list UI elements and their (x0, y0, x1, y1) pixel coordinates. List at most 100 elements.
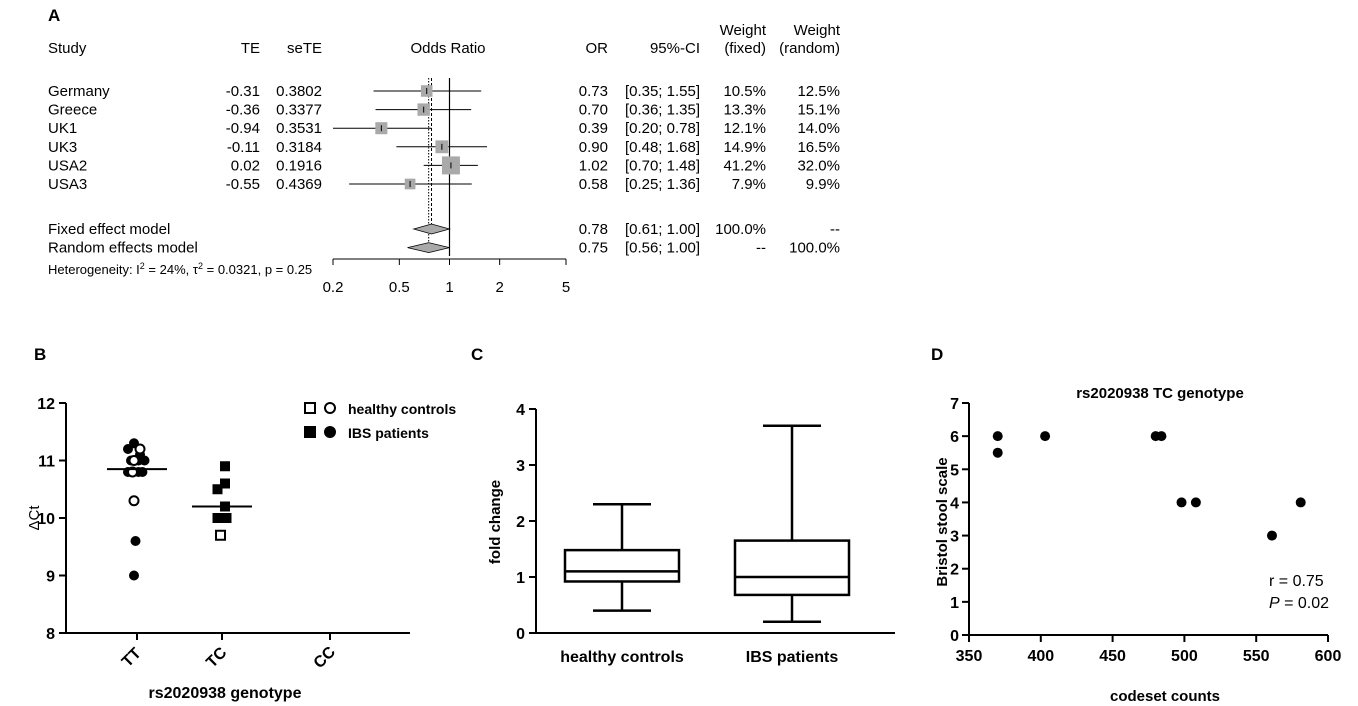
study-sete: 0.3531 (276, 120, 322, 137)
b-point-ibs (212, 513, 223, 523)
b-xlabel: rs2020938 genotype (149, 685, 302, 702)
c-ylabel: fold change (487, 480, 504, 564)
b-point-control (215, 529, 226, 541)
b-legend: healthy controls IBS patients (304, 401, 456, 441)
legend-filled-square-icon (304, 426, 316, 438)
forest-x-tick-label: 0.5 (389, 279, 410, 296)
header-weight-random-2: (random) (779, 40, 840, 57)
c-y-tick-label: 4 (516, 402, 525, 419)
study-te: -0.11 (227, 139, 260, 156)
study-weight-fixed: 14.9% (723, 139, 766, 156)
d-y-tick-label: 1 (950, 595, 959, 612)
summary-diamond (407, 242, 450, 254)
b-y-tick-label: 12 (37, 396, 55, 413)
header-te: TE (241, 40, 260, 57)
study-ci: [0.36; 1.35] (625, 102, 700, 119)
c-x-tick-label: healthy controls (560, 649, 684, 666)
study-or: 0.39 (579, 120, 608, 137)
study-weight-fixed: 13.3% (723, 102, 766, 119)
d-y-tick-label: 3 (950, 529, 959, 546)
legend-ibs-patients: IBS patients (348, 425, 429, 441)
study-or: 0.70 (579, 102, 608, 119)
d-y-tick-label: 7 (950, 396, 959, 413)
summary-ci: [0.56; 1.00] (625, 240, 700, 257)
forest-x-tick-label: 5 (562, 279, 570, 296)
d-point (1190, 497, 1201, 508)
study-ci: [0.70; 1.48] (625, 157, 700, 174)
forest-plot-panel: A Study TE seTE Odds Ratio OR 95%-CI Wei… (48, 6, 841, 296)
study-te: -0.31 (226, 83, 260, 100)
summary-diamond (412, 223, 451, 235)
panel-label-a: A (48, 6, 60, 25)
d-x-tick-label: 600 (1315, 648, 1342, 665)
study-te: 0.02 (231, 157, 260, 174)
study-ci: [0.20; 0.78] (625, 120, 700, 137)
study-name: UK3 (48, 139, 77, 156)
study-weight-random: 15.1% (797, 102, 840, 119)
b-point-ibs (139, 455, 150, 466)
summary-or: 0.75 (579, 240, 608, 257)
study-name: Greece (48, 102, 97, 119)
forest-x-tick-label: 0.2 (323, 279, 344, 296)
header-odds-ratio: Odds Ratio (410, 40, 485, 57)
c-y-tick-label: 1 (516, 570, 525, 587)
b-x-tick-label: TT (119, 645, 145, 671)
legend-healthy-controls: healthy controls (348, 401, 456, 417)
d-ylabel: Bristol stool scale (934, 457, 951, 586)
study-weight-fixed: 7.9% (732, 176, 766, 193)
panel-label-b: B (34, 345, 46, 364)
summary-or: 0.78 (579, 221, 608, 238)
header-or: OR (586, 40, 609, 57)
b-point-control (134, 443, 146, 455)
forest-x-tick-label: 2 (496, 279, 504, 296)
b-point-ibs (130, 536, 141, 546)
study-ci: [0.35; 1.55] (625, 83, 700, 100)
legend-open-square-icon (304, 402, 316, 414)
d-title: rs2020938 TC genotype (1076, 385, 1244, 402)
b-point-ibs (221, 513, 232, 523)
d-point (1040, 431, 1051, 442)
study-sete: 0.3184 (276, 139, 322, 156)
b-y-tick-label: 10 (37, 511, 55, 528)
d-y-tick-label: 2 (950, 562, 959, 579)
d-y-tick-label: 4 (950, 495, 959, 512)
d-point (1176, 497, 1187, 508)
summary-label: Fixed effect model (48, 221, 170, 238)
d-point (1295, 497, 1306, 508)
study-or: 0.73 (579, 83, 608, 100)
header-weight-fixed-2: (fixed) (724, 40, 766, 57)
study-weight-random: 32.0% (797, 157, 840, 174)
header-sete: seTE (287, 40, 322, 57)
d-y-tick-label: 0 (950, 628, 959, 645)
study-weight-fixed: 10.5% (723, 83, 766, 100)
d-x-tick-label: 550 (1243, 648, 1270, 665)
study-sete: 0.4369 (276, 176, 322, 193)
d-point (992, 447, 1003, 458)
summary-weight-random: 100.0% (789, 240, 840, 257)
d-point (1266, 530, 1277, 541)
d-x-tick-label: 400 (1027, 648, 1054, 665)
c-y-tick-label: 2 (516, 514, 525, 531)
d-point (1156, 431, 1167, 442)
c-y-tick-label: 3 (516, 458, 525, 475)
d-point (992, 431, 1003, 442)
d-x-tick-label: 350 (956, 648, 983, 665)
panel-label-c: C (471, 345, 483, 364)
b-x-tick-label: CC (311, 643, 340, 672)
c-box (733, 539, 851, 597)
study-weight-random: 12.5% (797, 83, 840, 100)
study-te: -0.36 (226, 102, 260, 119)
study-name: USA2 (48, 157, 87, 174)
c-x-tick-label: IBS patients (746, 649, 839, 666)
boxplot-panel: C fold change 0 1 2 3 4 healthy controls IBS p… (471, 345, 895, 666)
heterogeneity-text: Heterogeneity: I2 = 24%, τ2 = 0.0321, p … (48, 261, 312, 277)
study-ci: [0.48; 1.68] (625, 139, 700, 156)
forest-x-tick-label: 1 (445, 279, 453, 296)
study-weight-random: 16.5% (797, 139, 840, 156)
study-te: -0.94 (226, 120, 260, 137)
b-point-ibs (212, 484, 223, 495)
study-name: USA3 (48, 176, 87, 193)
study-name: Germany (48, 83, 110, 100)
study-weight-random: 9.9% (806, 176, 840, 193)
